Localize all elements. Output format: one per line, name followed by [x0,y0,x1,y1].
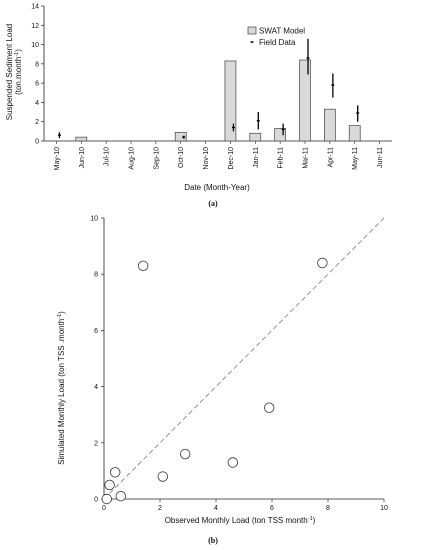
scatter-point [264,402,275,413]
x-tick-label: Sep-10 [153,147,160,170]
scatter-point [157,471,169,482]
chart-a-xlabel: Date (Month-Year) [184,183,250,192]
bar [348,125,361,142]
chart-a-ylabel: Suspended Sediment Load(ton.month-1) [5,24,23,121]
scatter-point [227,457,239,468]
x-tick-label: May-10 [54,147,61,170]
y-tick-label: 10 [31,42,39,49]
scatter-point [109,467,121,478]
y-tick-label: 4 [94,384,98,391]
legend-swatch-swat [247,26,257,35]
scatter-point [179,448,191,460]
y-tick-label: 0 [94,497,98,504]
one-to-one-line [103,217,385,500]
scatter-point [317,257,328,269]
y-tick-label: 14 [31,4,39,11]
x-tick-label: 2 [158,505,162,512]
x-tick-label: May-11 [352,147,359,170]
bar [249,132,262,142]
x-tick-label: Feb-11 [278,147,285,169]
y-tick-label: 4 [35,100,39,107]
x-tick-label: Oct-10 [178,147,185,168]
scatter-point [137,260,149,271]
y-tick-label: 2 [35,119,39,126]
bar [174,131,187,142]
y-tick-label: 2 [94,440,98,447]
y-tick-label: 6 [94,328,98,335]
y-tick-label: 10 [90,216,98,223]
chart-b-ylabel: Simulated Monthly Load (ton TSS .month-1… [57,311,66,465]
bar [274,128,286,142]
y-tick-label: 0 [35,139,39,146]
y-tick-label: 8 [94,272,98,279]
bar [324,108,336,142]
chart-b-caption: (b) [208,536,218,545]
x-tick-label: Jun-11 [377,147,384,168]
x-tick-label: 10 [380,505,388,512]
legend-label-field: Field Data [259,38,296,47]
bar [75,136,88,142]
x-tick-label: Aug-10 [129,147,136,170]
scatter-chart-b: 0 2 4 6 8 10 0 2 4 6 8 10 Simulated Monthly Load (t… [57,216,388,546]
bar-chart-a: 0 2 4 6 8 10 12 14 May-10 Jun-10 Jul-10 Aug-10 Sep-1… [5,4,392,208]
x-tick-label: Jul-10 [104,147,111,166]
chart-a-caption: (a) [208,199,218,208]
bar [299,59,311,142]
bar [224,60,237,142]
x-tick-label: Nov-10 [203,147,210,170]
y-tick-label: 8 [35,61,39,68]
x-tick-label: Jun-10 [79,147,86,169]
scatter-point [101,493,113,505]
x-tick-label: 0 [102,505,106,512]
x-tick-label: Mar-11 [303,147,310,169]
x-tick-label: Apr-11 [327,147,334,168]
chart-b-xlabel: Observed Monthly Load (ton TSS month-1) [165,516,316,525]
y-tick-label: 12 [31,23,39,30]
scatter-point [115,490,127,502]
legend-label-swat: SWAT Model [259,27,305,36]
x-tick-label: Jan-11 [253,147,260,168]
x-tick-label: 6 [270,505,274,512]
x-tick-label: 4 [214,505,218,512]
x-tick-label: Dec-10 [228,147,235,170]
y-tick-label: 6 [35,81,39,88]
scatter-point [104,479,115,491]
x-tick-label: 8 [326,505,330,512]
